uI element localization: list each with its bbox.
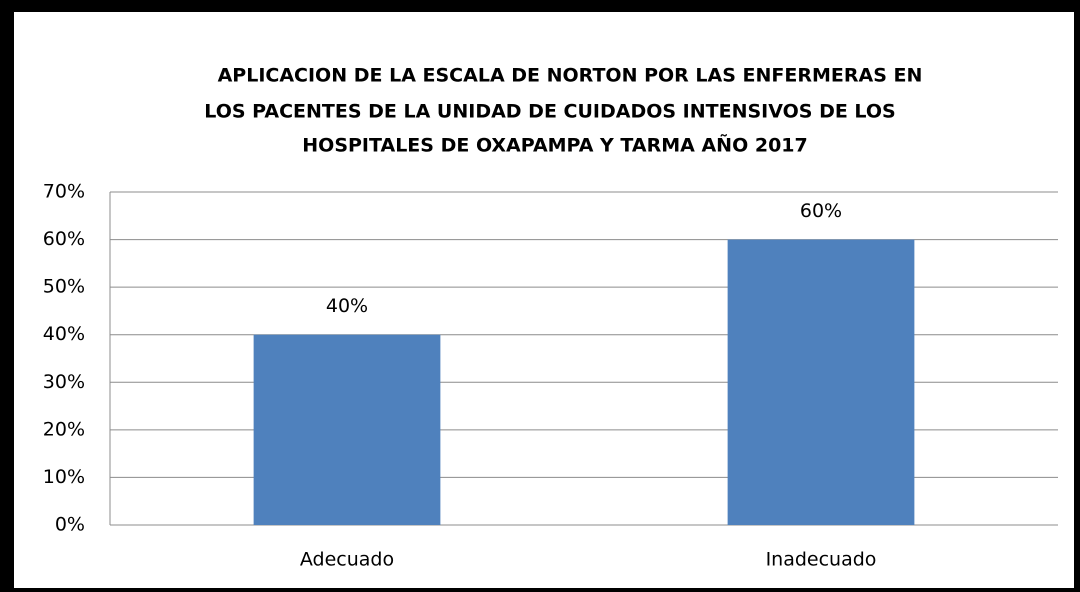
bar [253,334,441,525]
data-label: 40% [326,295,368,317]
y-tick-label: 30% [43,371,85,393]
chart-title: APLICACION DE LA ESCALA DE NORTON POR LA… [218,65,923,87]
y-tick-label: 0% [55,514,85,536]
data-label: 60% [800,200,842,222]
y-tick-label: 70% [43,181,85,203]
y-tick-label: 10% [43,466,85,488]
y-tick-label: 40% [43,323,85,345]
chart-title: HOSPITALES DE OXAPAMPA Y TARMA AÑO 2017 [302,133,807,157]
y-tick-label: 20% [43,418,85,440]
chart-area [14,12,1074,588]
y-tick-label: 60% [43,228,85,250]
chart-title: LOS PACENTES DE LA UNIDAD DE CUIDADOS IN… [204,101,895,123]
bar [727,239,915,526]
x-tick-label: Inadecuado [766,549,877,571]
y-tick-label: 50% [43,276,85,298]
x-tick-label: Adecuado [300,549,394,571]
